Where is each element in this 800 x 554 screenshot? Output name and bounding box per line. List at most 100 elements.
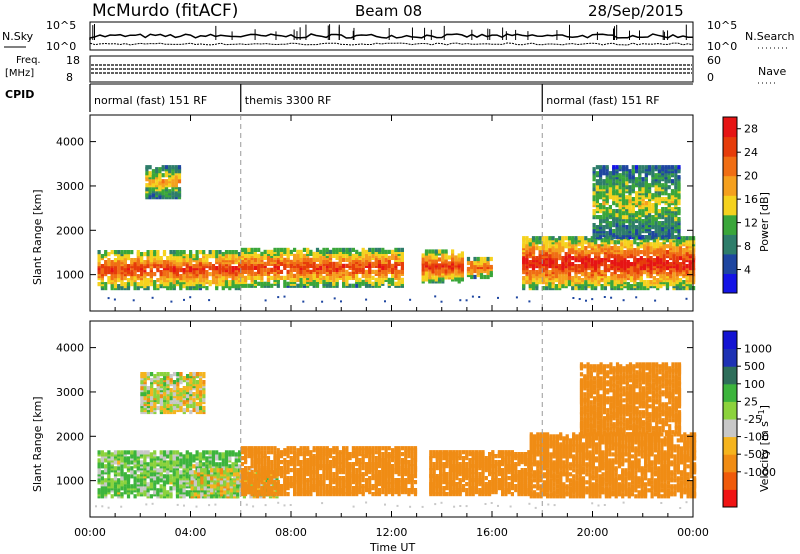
echo-cell (185, 264, 189, 269)
echo-cell (364, 269, 369, 274)
echo-cell (476, 270, 480, 276)
echo-cell (649, 242, 653, 247)
echo-cell (590, 278, 594, 283)
echo-cell (400, 265, 404, 270)
echo-cell (179, 480, 183, 485)
echo-cell (670, 189, 675, 194)
echo-cell (434, 295, 437, 298)
echo-cell (296, 249, 300, 254)
echo-cell (620, 246, 624, 251)
echo-cell (113, 250, 118, 255)
echo-cell (613, 274, 617, 279)
echo-cell (263, 261, 267, 266)
echo-cell (312, 454, 316, 459)
echo-cell (626, 260, 630, 265)
echo-cell (633, 276, 637, 281)
echo-cell (145, 171, 149, 176)
echo-cell (670, 207, 675, 212)
echo-cell (215, 454, 219, 459)
echo-cell (424, 249, 429, 254)
echo-cell (364, 255, 369, 260)
echo-cell (169, 284, 173, 289)
echo-cell (189, 296, 192, 299)
echo-cell (216, 482, 220, 487)
echo-cell (198, 452, 202, 457)
echo-cell (531, 256, 536, 261)
sky-noise-trace (89, 33, 694, 40)
echo-cell (338, 466, 342, 471)
echo-cell (130, 474, 134, 479)
echo-cell (289, 259, 293, 264)
power-colorbar-tick-label: 20 (744, 170, 758, 183)
echo-cell (260, 267, 264, 272)
echo-cell (175, 258, 180, 263)
echo-cell (177, 179, 182, 184)
echo-cell (662, 274, 666, 279)
cpid-label: CPID (5, 88, 34, 101)
echo-cell (276, 247, 280, 252)
echo-cell (172, 476, 176, 481)
echo-cell (156, 456, 160, 461)
echo-cell (688, 270, 692, 275)
echo-cell (296, 448, 300, 453)
echo-cell (200, 468, 204, 473)
echo-cell (221, 494, 225, 499)
echo-cell (584, 280, 588, 285)
echo-cell (361, 257, 365, 262)
echo-cell (384, 249, 388, 254)
echo-cell (471, 295, 474, 298)
echo-cell (231, 280, 235, 285)
noise-panel: N.Sky 10^5 10^0 10^5 10^0 N.Search (2, 19, 795, 53)
echo-cell (657, 209, 661, 214)
echo-cell (231, 254, 235, 259)
echo-cell (177, 165, 182, 170)
echo-cell (244, 283, 248, 288)
echo-cell (394, 247, 398, 252)
echo-cell (202, 454, 206, 459)
echo-cell (664, 207, 668, 212)
echo-cell (168, 165, 172, 170)
echo-cell (240, 259, 244, 264)
echo-cell (123, 450, 127, 455)
echo-cell (156, 468, 160, 473)
echo-cell (577, 276, 581, 281)
echo-cell (595, 199, 599, 204)
echo-cell (584, 246, 588, 251)
echo-cell (621, 215, 626, 220)
echo-cell (195, 286, 199, 291)
echo-cell (342, 263, 346, 268)
sky-tick-top: 10^5 (46, 19, 76, 32)
echo-cell (421, 253, 425, 258)
echo-cell (626, 252, 630, 257)
echo-cell (580, 264, 585, 269)
echo-cell (638, 221, 642, 226)
echo-cell (270, 275, 274, 280)
echo-cell (628, 199, 632, 204)
echo-cell (255, 486, 259, 491)
echo-cell (438, 263, 442, 268)
echo-cell (633, 252, 637, 257)
echo-cell (153, 476, 157, 481)
echo-cell (692, 266, 696, 271)
echo-cell (672, 258, 676, 263)
echo-cell (143, 454, 147, 459)
echo-cell (283, 279, 287, 284)
echo-cell (525, 276, 529, 281)
echo-cell (192, 470, 196, 475)
echo-cell (263, 446, 267, 451)
echo-cell (646, 272, 650, 277)
echo-cell (394, 255, 398, 260)
echo-cell (296, 277, 300, 282)
echo-cell (651, 193, 655, 198)
echo-cell (126, 282, 131, 287)
echo-cell (602, 211, 606, 216)
echo-cell (345, 484, 349, 489)
echo-cell (345, 474, 349, 479)
echo-cell (164, 179, 169, 184)
echo-cell (486, 256, 490, 262)
echo-cell (675, 238, 679, 243)
echo-cell (675, 248, 679, 253)
echo-cell (153, 482, 157, 487)
echo-cell (169, 450, 173, 455)
echo-cell (571, 244, 575, 249)
